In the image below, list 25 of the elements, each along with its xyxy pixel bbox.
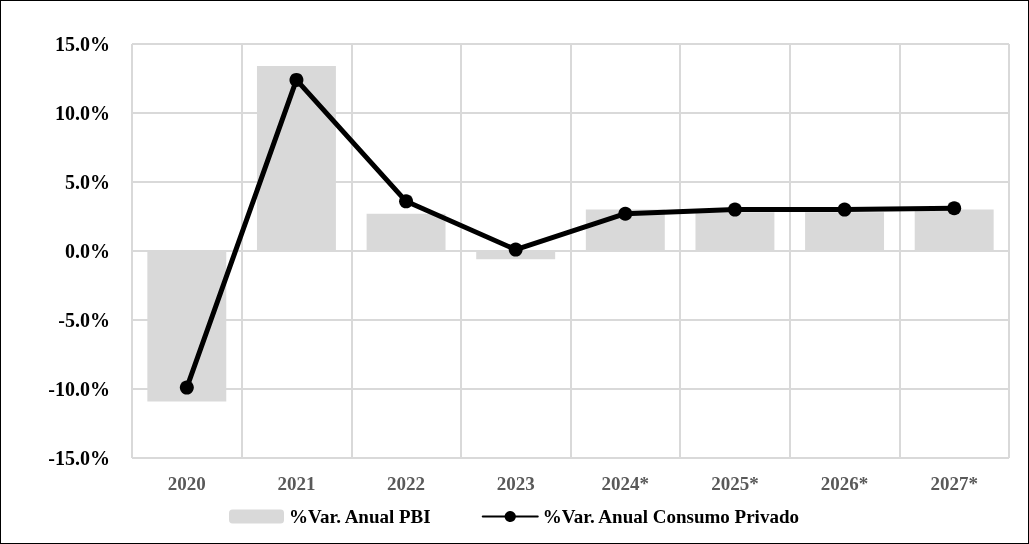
y-tick-label: -5.0% <box>58 309 110 331</box>
point <box>399 194 414 209</box>
point <box>289 72 304 87</box>
legend-label: %Var. Anual Consumo Privado <box>542 506 799 527</box>
y-tick-label: -15.0% <box>48 447 110 469</box>
y-tick-label: 0.0% <box>65 240 110 262</box>
x-tick-label: 2022 <box>387 473 426 494</box>
x-tick-label: 2023 <box>496 473 535 494</box>
x-tick-label: 2027* <box>930 473 978 494</box>
point <box>618 206 633 221</box>
point <box>727 202 742 217</box>
legend-label: %Var. Anual PBI <box>289 506 431 527</box>
y-tick-label: 10.0% <box>55 102 110 124</box>
y-tick-label: 15.0% <box>55 33 110 55</box>
x-tick-label: 2025* <box>711 473 759 494</box>
x-tick-label: 2020 <box>167 473 206 494</box>
point <box>947 201 962 216</box>
x-tick-label: 2021 <box>277 473 316 494</box>
point <box>837 202 852 217</box>
x-tick-label: 2024* <box>601 473 650 494</box>
point <box>179 380 194 395</box>
x-tick-label: 2026* <box>820 473 869 494</box>
point <box>508 242 523 257</box>
y-tick-label: -10.0% <box>48 378 110 400</box>
y-tick-label: 5.0% <box>65 171 110 193</box>
